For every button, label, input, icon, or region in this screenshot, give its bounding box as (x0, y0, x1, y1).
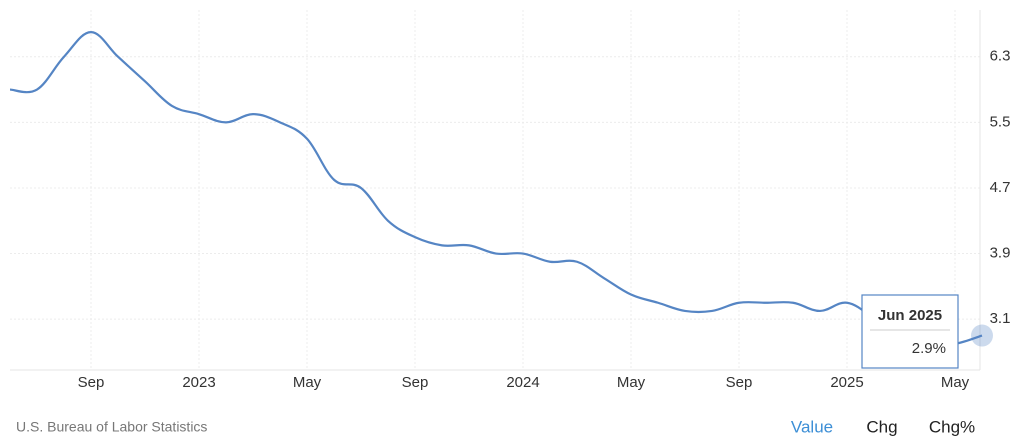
toggle-button[interactable]: Chg (866, 417, 897, 436)
line-series (9, 31, 983, 347)
x-tick-label: May (941, 374, 970, 391)
y-tick-label: 3.9 (990, 245, 1011, 262)
tooltip-value: 2.9% (912, 340, 946, 357)
y-tick-label: 4.7 (990, 179, 1011, 196)
hover-point (971, 324, 993, 347)
tooltip: Jun 2025 2.9% (861, 294, 959, 369)
toggle-button[interactable]: Chg% (929, 417, 975, 436)
y-tick-label: 3.1 (990, 310, 1011, 327)
tooltip-title: Jun 2025 (878, 307, 942, 324)
x-tick-label: 2025 (830, 374, 863, 391)
x-tick-label: May (617, 374, 646, 391)
tooltip-box (861, 294, 959, 369)
x-tick-label: May (293, 374, 322, 391)
x-tick-label: 2023 (182, 374, 215, 391)
x-tick-label: Sep (402, 374, 429, 391)
source: U.S. Bureau of Labor Statistics (16, 419, 207, 435)
x-tick-label: 2024 (506, 374, 539, 391)
x-tick-label: Sep (78, 374, 105, 391)
toggle-button[interactable]: Value (791, 417, 833, 436)
x-tick-label: Sep (726, 374, 753, 391)
y-tick-label: 5.5 (990, 113, 1011, 130)
y-tick-label: 6.3 (990, 48, 1011, 65)
